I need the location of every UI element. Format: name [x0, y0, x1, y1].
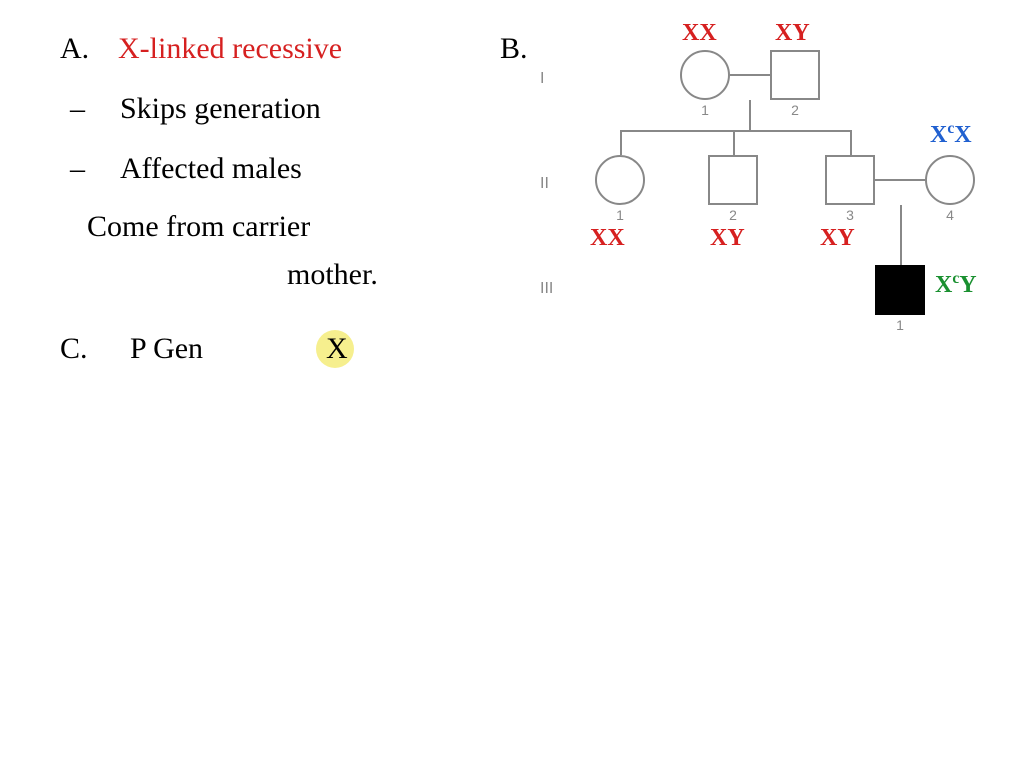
section-a-title: X-linked recessive [118, 32, 342, 66]
section-b-marker: B. [500, 32, 528, 66]
pedigree-line [850, 130, 852, 155]
pedigree-num: 4 [925, 207, 975, 223]
gen-label-2: II [540, 175, 549, 193]
genotype-label: XX [590, 225, 625, 252]
genotype-label: XY [820, 225, 855, 252]
pedigree-num: 1 [875, 317, 925, 333]
bullet-dash-2: – [70, 152, 85, 186]
pedigree-line [875, 179, 925, 181]
gen-label-1: I [540, 70, 544, 88]
pedigree-male [825, 155, 875, 205]
genotype-label: XX [682, 20, 717, 47]
pedigree-line [620, 130, 852, 132]
pedigree-line [749, 100, 751, 130]
section-c-marker: C. [60, 332, 88, 366]
pedigree-female [925, 155, 975, 205]
pedigree-num: 2 [770, 102, 820, 118]
pedigree-line [620, 130, 622, 155]
pedigree-female [595, 155, 645, 205]
pedigree-num: 1 [680, 102, 730, 118]
genotype-label: XY [775, 20, 810, 47]
section-c-highlight-char: X [326, 332, 348, 366]
pedigree-male-affected [875, 265, 925, 315]
pedigree-num: 1 [595, 207, 645, 223]
bullet2-line2: Come from carrier [87, 210, 310, 244]
genotype-label: XY [710, 225, 745, 252]
bullet1-text: Skips generation [120, 92, 321, 126]
gen-label-3: III [540, 280, 553, 298]
pedigree-line [730, 74, 770, 76]
bullet2-line1: Affected males [120, 152, 302, 186]
genotype-label-xcy: XcY [935, 270, 977, 299]
bullet2-line3: mother. [287, 258, 378, 292]
pedigree-chart: I II III 1 2 1 2 3 4 1 XX XY XX XY XY Xc… [530, 20, 1010, 300]
pedigree-line [733, 130, 735, 155]
section-a-marker: A. [60, 32, 89, 66]
pedigree-male [708, 155, 758, 205]
pedigree-female [680, 50, 730, 100]
pedigree-male [770, 50, 820, 100]
section-c-text: P Gen [130, 332, 203, 366]
genotype-label-xcx: XcX [930, 120, 972, 149]
pedigree-line [900, 205, 902, 265]
bullet-dash-1: – [70, 92, 85, 126]
pedigree-num: 3 [825, 207, 875, 223]
pedigree-num: 2 [708, 207, 758, 223]
